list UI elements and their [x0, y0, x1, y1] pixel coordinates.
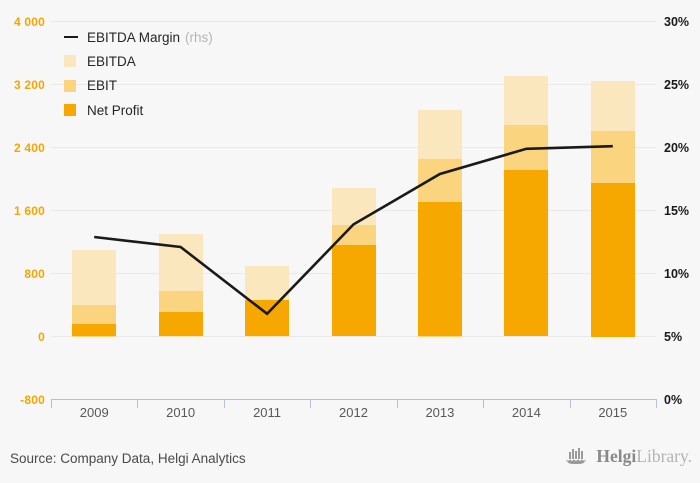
left-axis-label: 0: [38, 329, 45, 344]
helgi-library-logo: HelgiLibrary.: [564, 446, 692, 467]
net-profit-swatch-icon: [64, 104, 76, 117]
left-axis-label: 800: [24, 266, 45, 281]
bar-net-profit-2013: [417, 201, 462, 337]
legend-label: EBITDA Margin: [87, 29, 181, 45]
legend-label: Net Profit: [87, 102, 144, 118]
ebit-swatch-icon: [64, 79, 76, 92]
x-axis-tick: [137, 400, 139, 408]
gridline: [51, 147, 656, 148]
x-axis-tick: [656, 400, 657, 408]
legend-label: EBIT: [87, 78, 118, 94]
legend-label: EBITDA: [87, 53, 136, 69]
x-axis-label: 2014: [511, 405, 541, 420]
x-axis-label: 2009: [79, 405, 109, 420]
left-axis-label: 3 200: [13, 77, 45, 92]
bar-net-profit-2015: [590, 182, 635, 337]
logo-text-library: Library.: [636, 446, 692, 466]
legend-rhs-note: (rhs): [185, 29, 213, 45]
bar-net-profit-2012: [331, 245, 376, 337]
right-axis-label: 15%: [664, 203, 690, 218]
x-axis-label: 2012: [339, 405, 368, 420]
right-axis-label: 5%: [664, 329, 683, 344]
ebitda-margin-line: [94, 144, 613, 316]
x-axis-label: 2010: [166, 405, 196, 420]
bar-net-profit-2010: [158, 312, 203, 337]
bar-net-profit-2009: [72, 323, 117, 337]
helgi-ship-logo-icon: [566, 447, 587, 464]
legend-item-net-profit: Net Profit: [64, 98, 213, 122]
gridline: [51, 84, 656, 85]
gridline: [51, 336, 656, 337]
legend-item-ebit: EBIT: [64, 74, 213, 98]
bar-net-profit-2014: [504, 170, 549, 337]
legend-item-ebitda-margin: EBITDA Margin (rhs): [64, 25, 213, 49]
gridline: [51, 21, 656, 22]
left-axis-label: 1 600: [13, 203, 45, 218]
x-axis-tick: [51, 400, 52, 408]
right-axis-label: 0%: [664, 392, 683, 407]
ebitda-swatch-icon: [64, 55, 76, 68]
right-axis-label: 20%: [664, 140, 690, 155]
left-axis-label: 2 400: [13, 140, 45, 155]
x-axis-tick: [223, 400, 225, 408]
right-axis-label: 10%: [664, 266, 690, 281]
logo-text-helgi: Helgi: [596, 446, 637, 466]
legend: EBITDA Margin (rhs) EBITDA EBIT Net Profi…: [64, 25, 213, 122]
x-axis-tick: [396, 400, 398, 408]
x-axis-label: 2015: [598, 405, 628, 420]
x-axis-line: [51, 399, 657, 400]
source-note: Source: Company Data, Helgi Analytics: [10, 451, 246, 466]
x-axis-tick: [569, 400, 571, 408]
right-axis-label: 25%: [664, 77, 690, 92]
left-axis-label: -800: [20, 392, 45, 407]
bar-net-profit-2011: [245, 300, 290, 337]
right-axis-label: 30%: [664, 14, 690, 29]
x-axis-label: 2013: [425, 405, 455, 420]
legend-item-ebitda: EBITDA: [64, 49, 213, 73]
x-axis-tick: [310, 400, 312, 408]
left-axis-label: 4 000: [13, 14, 45, 29]
line-swatch-icon: [64, 35, 78, 39]
x-axis-label: 2011: [253, 405, 282, 420]
x-axis-tick: [483, 400, 485, 408]
